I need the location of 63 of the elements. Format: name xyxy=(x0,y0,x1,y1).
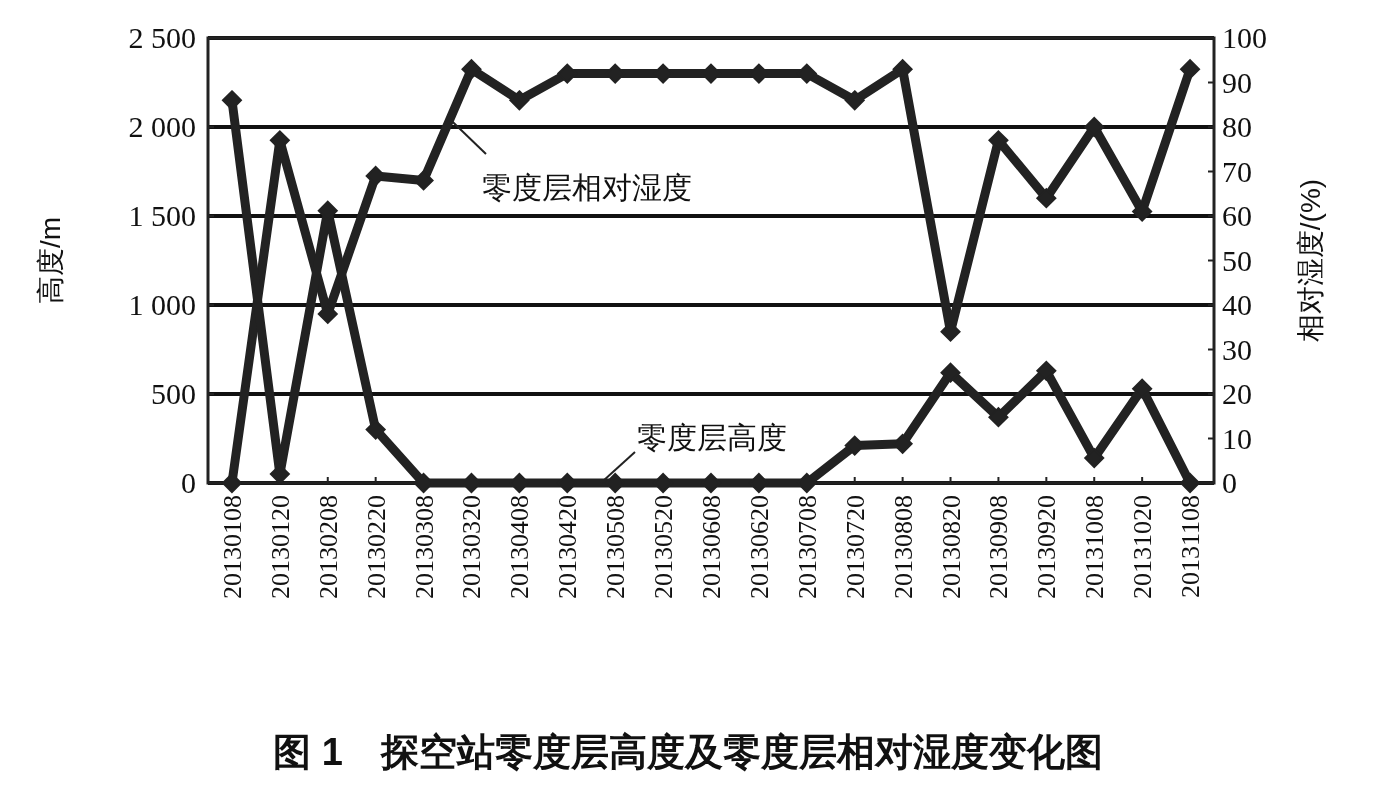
y2-tick-label: 90 xyxy=(1222,65,1252,99)
x-tick-label: 20130508 xyxy=(601,495,631,599)
x-tick-label: 20130308 xyxy=(409,495,439,599)
point xyxy=(1036,360,1057,381)
y2-tick-label: 50 xyxy=(1222,243,1252,277)
x-tick-label: 20130320 xyxy=(457,495,487,599)
x-tick-label: 20130720 xyxy=(840,495,870,599)
point xyxy=(844,435,865,456)
point xyxy=(940,362,961,383)
x-tick-label: 20130908 xyxy=(984,495,1014,599)
x-tick-label: 20130208 xyxy=(313,495,343,599)
y-tick-label: 0 xyxy=(181,466,196,499)
y-tick-label: 2 500 xyxy=(128,21,196,54)
x-tick-label: 20130920 xyxy=(1032,495,1062,599)
y2-tick-label: 30 xyxy=(1222,332,1252,366)
x-tick-label: 20130408 xyxy=(505,495,535,599)
y2-tick-label: 70 xyxy=(1222,154,1252,188)
point xyxy=(988,407,1009,428)
x-tick-label: 20130220 xyxy=(361,495,391,599)
point xyxy=(1084,448,1105,469)
x-tick-label: 20130808 xyxy=(888,495,918,599)
y-axis-title: 高度/m xyxy=(35,216,66,305)
y-tick-label: 1 000 xyxy=(128,288,196,321)
x-tick-label: 20130608 xyxy=(697,495,726,599)
y-tick-label: 500 xyxy=(151,377,196,410)
y-tick-label: 1 500 xyxy=(128,199,196,232)
x-tick-label: 20130820 xyxy=(936,495,966,599)
x-tick-label: 20130108 xyxy=(217,495,247,599)
point xyxy=(1180,473,1201,493)
x-tick-label: 20130420 xyxy=(553,495,583,599)
y-tick-label: 2 000 xyxy=(128,110,196,143)
point xyxy=(461,59,482,80)
point xyxy=(1132,378,1153,399)
point xyxy=(844,90,865,111)
point xyxy=(365,165,386,186)
x-tick-label: 20130520 xyxy=(649,495,679,599)
y2-tick-label: 20 xyxy=(1222,377,1252,410)
point xyxy=(1084,117,1105,137)
y2-tick-label: 80 xyxy=(1222,110,1252,143)
series-label: 零度层高度 xyxy=(637,421,787,454)
x-tick-label: 20130620 xyxy=(744,495,774,599)
series-label: 零度层相对湿度 xyxy=(482,171,692,204)
x-tick-label: 20131008 xyxy=(1080,495,1110,599)
point xyxy=(365,419,386,440)
point xyxy=(1180,59,1201,80)
text: 图 1 探空站零度层高度及零度层相对湿度变化图 xyxy=(273,731,1103,773)
point xyxy=(413,170,434,191)
x-tick-label: 20131108 xyxy=(1176,495,1206,599)
y2-tick-label: 100 xyxy=(1222,21,1267,54)
y2-tick-label: 0 xyxy=(1222,466,1237,499)
x-tick-label: 20130708 xyxy=(792,495,822,599)
point xyxy=(221,473,242,493)
point xyxy=(509,90,530,111)
point xyxy=(1036,188,1057,209)
y2-tick-label: 10 xyxy=(1222,421,1252,455)
y2-tick-label: 40 xyxy=(1222,288,1252,321)
y2-tick-label: 60 xyxy=(1222,199,1252,232)
point xyxy=(221,90,242,111)
x-tick-label: 20130120 xyxy=(265,495,295,599)
point xyxy=(892,59,913,80)
x-tick-label: 20131020 xyxy=(1128,495,1158,599)
point xyxy=(701,473,721,493)
y2-axis-title: 相对湿度/(%) xyxy=(1295,178,1326,343)
